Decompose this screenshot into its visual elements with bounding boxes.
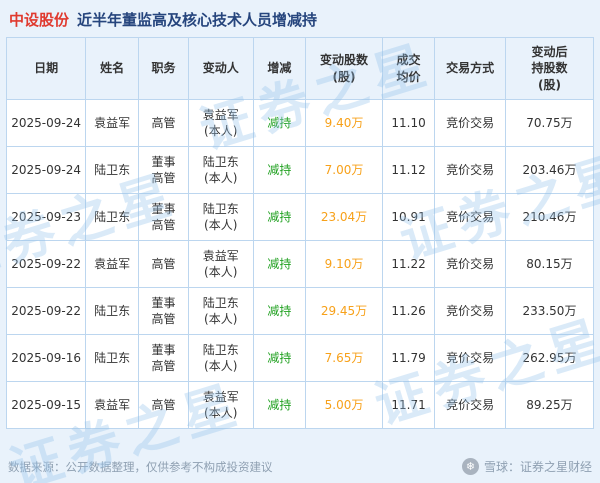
cell-avg-price: 11.26 [381, 287, 436, 335]
cell-shares-after: 89.25万 [504, 381, 595, 429]
cell-changer: 袁益军 (本人) [187, 240, 254, 288]
company-name: 中设股份 [9, 11, 70, 29]
cell-shares-after: 210.46万 [504, 193, 595, 241]
cell-direction: 减持 [252, 334, 307, 382]
table-row: 2025-09-22 陆卫东 董事 高管 陆卫东 (本人) 减持 29.45万 … [5, 287, 595, 335]
col-header-shares-changed: 变动股数 (股) [305, 37, 383, 100]
data-table: 日期 姓名 职务 变动人 增减 变动股数 (股) 成交 均价 交易方式 变动后 … [5, 37, 595, 429]
col-header-shares-after: 变动后 持股数 (股) [504, 37, 595, 100]
cell-name: 陆卫东 [85, 334, 140, 382]
table-row: 2025-09-15 袁益军 高管 袁益军 (本人) 减持 5.00万 11.7… [5, 381, 595, 429]
col-header-changer: 变动人 [187, 37, 254, 100]
cell-date: 2025-09-16 [5, 334, 87, 382]
col-header-avg-price: 成交 均价 [381, 37, 436, 100]
cell-direction: 减持 [252, 99, 307, 147]
cell-date: 2025-09-22 [5, 287, 87, 335]
brand-credit: ❄ 雪球：证券之星财经 [461, 458, 592, 475]
cell-position: 董事 高管 [138, 193, 189, 241]
cell-shares-changed: 29.45万 [305, 287, 383, 335]
cell-trade-method: 竞价交易 [434, 287, 506, 335]
snowflake-logo-icon: ❄ [461, 458, 479, 475]
cell-position: 董事 高管 [138, 146, 189, 194]
cell-avg-price: 11.22 [381, 240, 436, 288]
cell-changer: 陆卫东 (本人) [187, 193, 254, 241]
cell-trade-method: 竞价交易 [434, 381, 506, 429]
cell-name: 袁益军 [85, 240, 140, 288]
cell-trade-method: 竞价交易 [434, 193, 506, 241]
cell-avg-price: 10.91 [381, 193, 436, 241]
cell-changer: 陆卫东 (本人) [187, 287, 254, 335]
table-row: 2025-09-22 袁益军 高管 袁益军 (本人) 减持 9.10万 11.2… [5, 240, 595, 288]
cell-date: 2025-09-24 [5, 146, 87, 194]
cell-position: 高管 [138, 240, 189, 288]
cell-name: 陆卫东 [85, 193, 140, 241]
cell-avg-price: 11.71 [381, 381, 436, 429]
data-source-note: 数据来源：公开数据整理，仅供参考不构成投资建议 [8, 459, 273, 474]
cell-name: 陆卫东 [85, 287, 140, 335]
cell-avg-price: 11.79 [381, 334, 436, 382]
cell-position: 高管 [138, 381, 189, 429]
cell-changer: 陆卫东 (本人) [187, 334, 254, 382]
col-header-position: 职务 [138, 37, 189, 100]
cell-position: 董事 高管 [138, 287, 189, 335]
cell-trade-method: 竞价交易 [434, 146, 506, 194]
footer: 数据来源：公开数据整理，仅供参考不构成投资建议 ❄ 雪球：证券之星财经 [8, 458, 592, 475]
cell-name: 袁益军 [85, 381, 140, 429]
cell-shares-after: 262.95万 [504, 334, 595, 382]
cell-changer: 陆卫东 (本人) [187, 146, 254, 194]
cell-shares-changed: 9.10万 [305, 240, 383, 288]
table-row: 2025-09-23 陆卫东 董事 高管 陆卫东 (本人) 减持 23.04万 … [5, 193, 595, 241]
col-header-direction: 增减 [252, 37, 307, 100]
cell-changer: 袁益军 (本人) [187, 381, 254, 429]
cell-name: 袁益军 [85, 99, 140, 147]
cell-trade-method: 竞价交易 [434, 334, 506, 382]
col-header-name: 姓名 [85, 37, 140, 100]
cell-direction: 减持 [252, 193, 307, 241]
cell-avg-price: 11.10 [381, 99, 436, 147]
cell-shares-after: 70.75万 [504, 99, 595, 147]
cell-direction: 减持 [252, 287, 307, 335]
cell-direction: 减持 [252, 381, 307, 429]
brand-text: 雪球：证券之星财经 [483, 460, 592, 474]
page-title: 中设股份 近半年董监高及核心技术人员增减持 [9, 9, 317, 30]
cell-changer: 袁益军 (本人) [187, 99, 254, 147]
cell-shares-after: 203.46万 [504, 146, 595, 194]
cell-shares-changed: 9.40万 [305, 99, 383, 147]
cell-shares-changed: 5.00万 [305, 381, 383, 429]
cell-name: 陆卫东 [85, 146, 140, 194]
cell-direction: 减持 [252, 146, 307, 194]
table-row: 2025-09-16 陆卫东 董事 高管 陆卫东 (本人) 减持 7.65万 1… [5, 334, 595, 382]
title-text: 近半年董监高及核心技术人员增减持 [77, 11, 318, 29]
cell-position: 董事 高管 [138, 334, 189, 382]
col-header-date: 日期 [5, 37, 87, 100]
cell-trade-method: 竞价交易 [434, 240, 506, 288]
cell-shares-changed: 23.04万 [305, 193, 383, 241]
cell-date: 2025-09-23 [5, 193, 87, 241]
header-row: 日期 姓名 职务 变动人 增减 变动股数 (股) 成交 均价 交易方式 变动后 … [5, 37, 595, 100]
col-header-trade-method: 交易方式 [434, 37, 506, 100]
cell-date: 2025-09-22 [5, 240, 87, 288]
table-row: 2025-09-24 陆卫东 董事 高管 陆卫东 (本人) 减持 7.00万 1… [5, 146, 595, 194]
cell-shares-after: 233.50万 [504, 287, 595, 335]
cell-shares-changed: 7.65万 [305, 334, 383, 382]
cell-date: 2025-09-24 [5, 99, 87, 147]
cell-shares-after: 80.15万 [504, 240, 595, 288]
cell-shares-changed: 7.00万 [305, 146, 383, 194]
cell-trade-method: 竞价交易 [434, 99, 506, 147]
cell-date: 2025-09-15 [5, 381, 87, 429]
holdings-change-table: 日期 姓名 职务 变动人 增减 变动股数 (股) 成交 均价 交易方式 变动后 … [5, 37, 595, 429]
cell-avg-price: 11.12 [381, 146, 436, 194]
cell-direction: 减持 [252, 240, 307, 288]
table-row: 2025-09-24 袁益军 高管 袁益军 (本人) 减持 9.40万 11.1… [5, 99, 595, 147]
cell-position: 高管 [138, 99, 189, 147]
